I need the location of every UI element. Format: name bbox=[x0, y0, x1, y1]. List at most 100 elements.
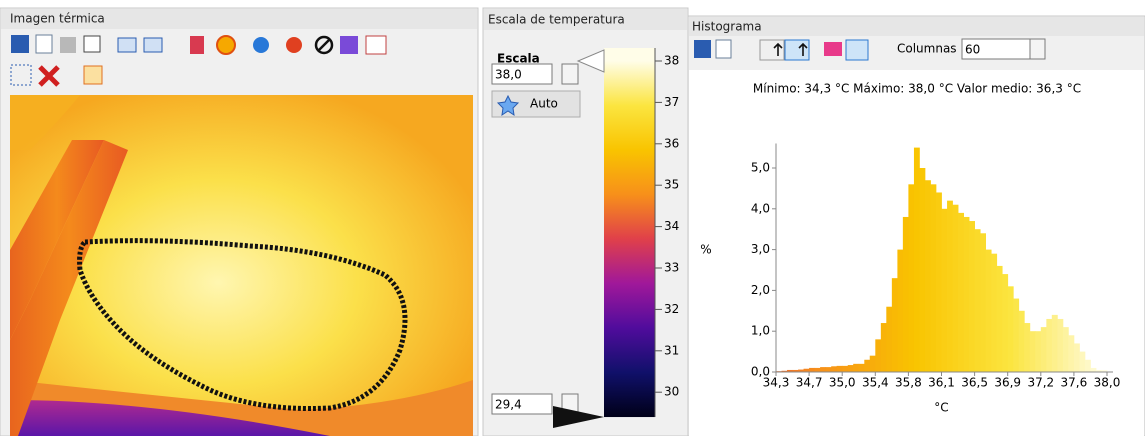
scale-label: Escala bbox=[497, 52, 540, 66]
hist-grid-icon[interactable] bbox=[846, 40, 868, 60]
x-tick-label: 38,0 bbox=[1094, 376, 1121, 390]
histogram-bar bbox=[809, 368, 815, 372]
histogram-bar bbox=[980, 233, 986, 372]
max-input-text: 38,0 bbox=[495, 68, 522, 82]
histogram-bar bbox=[1079, 352, 1085, 372]
min-input-text: 29,4 bbox=[495, 398, 522, 412]
hist-save-icon[interactable] bbox=[694, 40, 711, 58]
y-tick-label: 1,0 bbox=[751, 324, 770, 338]
grid-icon[interactable] bbox=[84, 66, 102, 84]
hist-copy-icon[interactable] bbox=[716, 40, 731, 58]
columns-spinner[interactable] bbox=[1030, 39, 1045, 59]
palette-icon[interactable] bbox=[340, 36, 358, 54]
profile-icon[interactable] bbox=[366, 36, 386, 54]
add-icon[interactable] bbox=[84, 36, 100, 52]
histogram-bar bbox=[853, 364, 859, 372]
colorbar-tick-label: 30 bbox=[664, 385, 679, 399]
colorbar-tick-label: 35 bbox=[664, 178, 679, 192]
histogram-bar bbox=[919, 168, 925, 372]
histogram-bar bbox=[975, 229, 981, 372]
cold-icon[interactable] bbox=[253, 37, 269, 53]
colorbar-tick-label: 31 bbox=[664, 343, 679, 357]
spot-icon[interactable] bbox=[217, 36, 235, 54]
x-axis-label: °C bbox=[934, 401, 948, 415]
x-tick-label: 36,5 bbox=[961, 376, 988, 390]
histogram-bar bbox=[958, 213, 964, 372]
colorbar-tick-label: 37 bbox=[664, 95, 679, 109]
zoom-in-icon[interactable] bbox=[118, 38, 136, 52]
histogram-bar bbox=[815, 368, 821, 372]
histogram-bar bbox=[1074, 343, 1080, 372]
histogram-bar bbox=[991, 254, 997, 372]
histogram-bar bbox=[837, 366, 843, 372]
histogram-bar bbox=[886, 307, 892, 372]
x-tick-label: 34,3 bbox=[763, 376, 790, 390]
histogram-bar bbox=[831, 366, 837, 372]
histogram-title: Histograma bbox=[692, 20, 762, 34]
histogram-bar bbox=[903, 217, 909, 372]
histogram-bar bbox=[1090, 368, 1096, 372]
histogram-bar bbox=[925, 180, 931, 372]
max-spinner[interactable] bbox=[562, 64, 578, 84]
x-tick-label: 37,6 bbox=[1061, 376, 1088, 390]
histogram-bar bbox=[842, 366, 848, 372]
histogram-bar bbox=[1046, 319, 1052, 372]
histogram-bar bbox=[1035, 331, 1041, 372]
histogram-bar bbox=[1068, 335, 1074, 372]
save-icon[interactable] bbox=[11, 35, 29, 53]
x-tick-label: 35,4 bbox=[862, 376, 889, 390]
colorbar-tick-label: 38 bbox=[664, 54, 679, 68]
colorbar-tick-label: 32 bbox=[664, 302, 679, 316]
zoom-out-icon[interactable] bbox=[144, 38, 162, 52]
histogram-bar bbox=[864, 360, 870, 372]
y-tick-label: 4,0 bbox=[751, 201, 770, 215]
histogram-bar bbox=[969, 221, 975, 372]
histogram-bar bbox=[820, 367, 826, 372]
histogram-bar bbox=[1063, 327, 1069, 372]
columns-input-text: 60 bbox=[965, 43, 980, 57]
x-tick-label: 36,9 bbox=[994, 376, 1021, 390]
copy-icon[interactable] bbox=[36, 35, 52, 53]
histogram-stats: Mínimo: 34,3 °C Máximo: 38,0 °C Valor me… bbox=[753, 82, 1081, 96]
histogram-bar bbox=[826, 367, 832, 372]
left-title: Imagen térmica bbox=[10, 12, 105, 26]
hot-icon[interactable] bbox=[286, 37, 302, 53]
y-tick-label: 5,0 bbox=[751, 161, 770, 175]
paste-icon[interactable] bbox=[60, 37, 76, 53]
screen: Imagen térmica Escala de temperatura Esc… bbox=[0, 0, 1145, 436]
histogram-bar bbox=[897, 250, 903, 372]
histogram-bar bbox=[908, 184, 914, 372]
histogram-bar bbox=[997, 266, 1003, 372]
y-axis-label: % bbox=[700, 243, 711, 257]
scale-title: Escala de temperatura bbox=[488, 13, 625, 27]
thermal-image bbox=[10, 95, 473, 436]
histogram-bar bbox=[1002, 274, 1008, 372]
x-tick-label: 35,0 bbox=[829, 376, 856, 390]
y-tick-label: 3,0 bbox=[751, 242, 770, 256]
histogram-bar bbox=[875, 339, 881, 372]
colorbar-tick-label: 34 bbox=[664, 219, 679, 233]
histogram-bar bbox=[942, 209, 948, 372]
x-tick-label: 37,2 bbox=[1027, 376, 1054, 390]
histogram-bar bbox=[1019, 311, 1025, 372]
histogram-bar bbox=[1085, 360, 1091, 372]
auto-button-text: Auto bbox=[530, 97, 558, 111]
histogram-bar bbox=[1024, 323, 1030, 372]
color-icon[interactable] bbox=[824, 42, 842, 56]
histogram-bar bbox=[953, 205, 959, 372]
histogram-bar bbox=[892, 278, 898, 372]
histogram-bar bbox=[1030, 331, 1036, 372]
columns-label: Columnas bbox=[897, 42, 957, 56]
histogram-bar bbox=[1008, 286, 1014, 372]
colorbar-top bbox=[604, 48, 655, 61]
percent-mode-icon[interactable] bbox=[785, 40, 809, 60]
count-mode-icon[interactable] bbox=[760, 40, 784, 60]
thermo-icon[interactable] bbox=[190, 36, 204, 54]
x-tick-label: 35,8 bbox=[895, 376, 922, 390]
histogram-bar bbox=[947, 201, 953, 372]
histogram-bar bbox=[936, 192, 942, 372]
colorbar-tick-label: 36 bbox=[664, 136, 679, 150]
page: Imagen térmica Escala de temperatura Esc… bbox=[0, 0, 1145, 436]
histogram-bar bbox=[986, 250, 992, 372]
histogram-bar bbox=[1052, 315, 1058, 372]
